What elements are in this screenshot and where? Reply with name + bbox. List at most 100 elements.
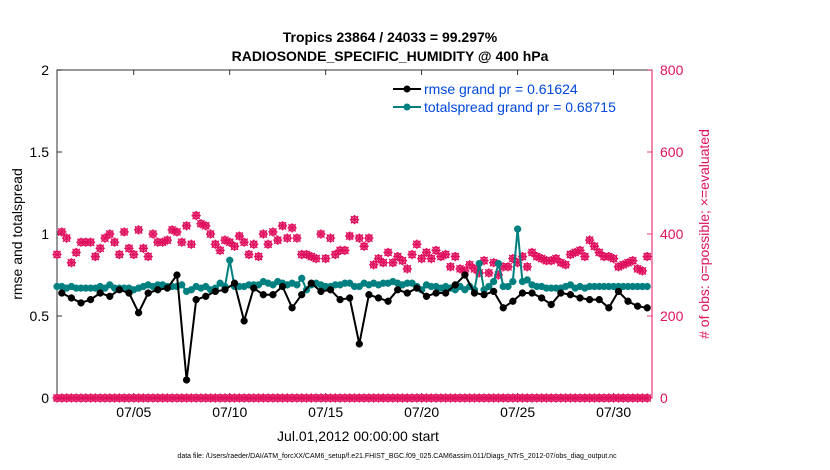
- totalspread-point: [513, 225, 522, 233]
- obs_zero-evaluated-marker: [575, 393, 585, 403]
- obs_zero-evaluated-marker: [153, 393, 163, 403]
- obs_zero-evaluated-marker: [541, 393, 552, 403]
- obs_possible-evaluated-marker: [85, 237, 96, 247]
- obs_zero-evaluated-marker: [417, 393, 427, 403]
- obs_zero-evaluated-marker: [431, 393, 441, 403]
- obs_zero-evaluated-marker: [589, 393, 600, 403]
- obs_possible-evaluated-marker: [613, 262, 624, 272]
- obs_zero-evaluated-marker: [604, 393, 614, 403]
- obs_possible-evaluated-marker: [249, 239, 259, 249]
- rmse-point: [461, 271, 469, 279]
- rmse-point: [566, 291, 575, 299]
- y-tick-label-left: 0.5: [30, 308, 50, 324]
- rmse-point: [442, 289, 450, 297]
- obs_possible-evaluated-marker: [556, 258, 566, 268]
- obs_zero-evaluated-marker: [119, 393, 129, 403]
- obs_zero-evaluated-marker: [383, 393, 393, 403]
- obs_zero-evaluated-marker: [369, 393, 379, 403]
- y-tick-label-right: 600: [660, 144, 684, 160]
- obs_zero-evaluated-marker: [445, 393, 456, 403]
- obs_possible-evaluated-marker: [364, 233, 374, 243]
- obs_zero-evaluated-marker: [378, 393, 388, 403]
- obs_zero-evaluated-marker: [513, 393, 523, 403]
- obs_zero-evaluated-marker: [220, 393, 230, 403]
- obs_possible-evaluated-marker: [114, 249, 124, 260]
- y-tick-label-right: 0: [660, 390, 668, 406]
- obs_zero-evaluated-marker: [191, 393, 201, 403]
- obs_zero-evaluated-marker: [489, 393, 499, 403]
- obs_zero-evaluated-marker: [412, 393, 422, 403]
- obs_possible-evaluated-marker: [589, 241, 600, 251]
- obs_zero-evaluated-marker: [618, 393, 628, 403]
- obs_zero-evaluated-marker: [532, 393, 542, 403]
- rmse-point: [576, 294, 584, 302]
- rmse-point: [614, 287, 623, 296]
- obs_possible-evaluated-marker: [575, 245, 585, 255]
- obs_zero-evaluated-marker: [493, 393, 504, 403]
- legend-spread-marker: [403, 103, 411, 111]
- obs_zero-evaluated-marker: [177, 393, 187, 403]
- obs_zero-evaluated-marker: [292, 393, 302, 403]
- obs_zero-evaluated-marker: [402, 393, 412, 403]
- y-tick-label-left: 2: [41, 62, 49, 78]
- plot-area: 07/05 07/10 07/15 07/20 07/25 07/3000.511.520…: [30, 62, 684, 420]
- obs_possible-evaluated-marker: [177, 237, 187, 247]
- obs_possible-evaluated-marker: [421, 247, 432, 258]
- obs_possible-evaluated-marker: [369, 260, 379, 270]
- obs_zero-evaluated-marker: [81, 393, 91, 403]
- rmse-point: [537, 294, 546, 302]
- rmse-point: [394, 286, 402, 294]
- obs_possible-evaluated-marker: [306, 251, 316, 262]
- rmse-point: [250, 284, 258, 292]
- obs_zero-evaluated-marker: [479, 393, 489, 403]
- obs_zero-evaluated-marker: [133, 393, 144, 403]
- obs_possible-evaluated-marker: [431, 245, 441, 255]
- obs_possible-evaluated-marker: [196, 219, 206, 229]
- obs_zero-evaluated-marker: [508, 393, 518, 403]
- obs_zero-evaluated-marker: [565, 393, 576, 403]
- obs_possible-evaluated-marker: [441, 249, 451, 260]
- obs_zero-evaluated-marker: [90, 393, 100, 403]
- rmse-point: [230, 279, 239, 287]
- obs_zero-evaluated-marker: [57, 393, 67, 403]
- totalspread-point: [504, 282, 512, 291]
- obs_zero-evaluated-marker: [330, 393, 340, 403]
- obs_possible-evaluated-marker: [282, 233, 292, 243]
- obs_zero-evaluated-marker: [138, 393, 148, 403]
- obs_zero-evaluated-marker: [229, 393, 240, 403]
- rmse-point: [221, 286, 229, 294]
- obs_zero-evaluated-marker: [585, 393, 595, 403]
- legend-rmse-marker: [403, 85, 411, 93]
- obs_zero-evaluated-marker: [628, 393, 638, 403]
- obs_possible-evaluated-marker: [541, 256, 552, 266]
- totalspread-point: [293, 281, 301, 289]
- obs_zero-evaluated-marker: [484, 393, 494, 403]
- rmse-point: [499, 304, 507, 312]
- obs_zero-evaluated-marker: [436, 393, 446, 403]
- obs_zero-evaluated-marker: [210, 393, 220, 403]
- obs_zero-evaluated-marker: [100, 393, 110, 403]
- obs_zero-evaluated-marker: [469, 393, 480, 403]
- obs_zero-evaluated-marker: [297, 393, 307, 403]
- obs_possible-evaluated-marker: [81, 237, 91, 247]
- obs_zero-evaluated-marker: [205, 393, 216, 403]
- obs_zero-evaluated-marker: [124, 393, 134, 403]
- obs_zero-evaluated-marker: [258, 393, 268, 403]
- obs_zero-evaluated-marker: [277, 393, 288, 403]
- obs_possible-evaluated-marker: [148, 229, 158, 239]
- obs_zero-evaluated-marker: [325, 393, 336, 403]
- obs_possible-evaluated-marker: [522, 262, 532, 272]
- totalspread-point: [178, 281, 186, 289]
- obs_zero-evaluated-marker: [105, 393, 115, 403]
- obs_possible-evaluated-marker: [119, 227, 129, 237]
- totalspread-point: [643, 282, 651, 291]
- obs_possible-evaluated-marker: [66, 258, 76, 268]
- rmse-point: [163, 284, 172, 292]
- obs_zero-evaluated-marker: [527, 393, 537, 403]
- rmse-point: [298, 291, 306, 299]
- obs_zero-evaluated-marker: [561, 393, 571, 403]
- obs_zero-evaluated-marker: [263, 393, 273, 403]
- obs_zero-evaluated-marker: [162, 393, 172, 403]
- obs_zero-evaluated-marker: [301, 393, 312, 403]
- obs_possible-evaluated-marker: [465, 260, 475, 270]
